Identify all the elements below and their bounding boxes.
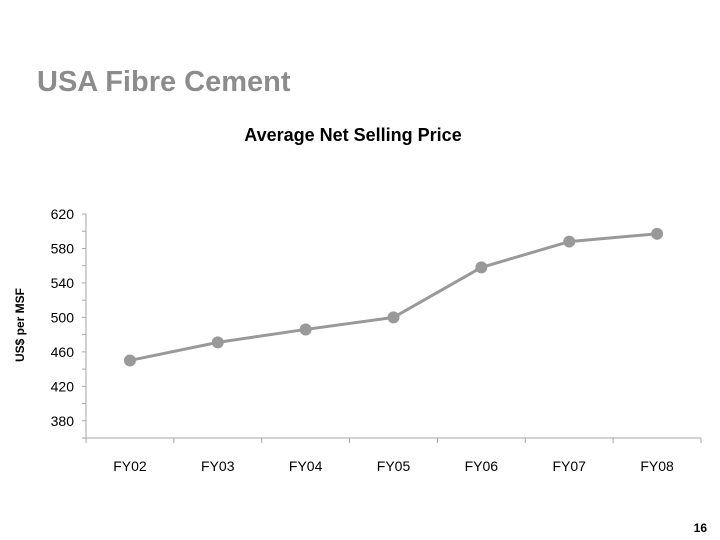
x-tick-label: FY02 [113,458,147,474]
y-axis-label: US$ per MSF [13,288,27,362]
x-tick-label: FY06 [465,458,499,474]
x-tick-label: FY04 [289,458,323,474]
y-tick-label: 620 [51,206,75,222]
data-point [475,261,488,274]
data-point [123,354,136,367]
y-tick-label: 460 [51,344,75,360]
x-tick-label: FY07 [552,458,586,474]
page-number: 16 [693,521,707,535]
x-tick-label: FY03 [201,458,235,474]
y-tick-label: 380 [51,413,75,429]
y-tick-label: 580 [51,240,75,256]
data-point [387,311,400,324]
y-tick-label: 540 [51,275,75,291]
data-point [563,235,576,248]
x-tick-label: FY08 [640,458,674,474]
chart-title: Average Net Selling Price [244,125,462,145]
data-point [211,336,224,349]
slide-title: USA Fibre Cement [37,66,291,98]
y-tick-label: 500 [51,309,75,325]
data-point [651,227,664,240]
y-tick-label: 420 [51,378,75,394]
series-line [129,232,658,362]
data-point [299,323,312,336]
x-tick-label: FY05 [377,458,411,474]
